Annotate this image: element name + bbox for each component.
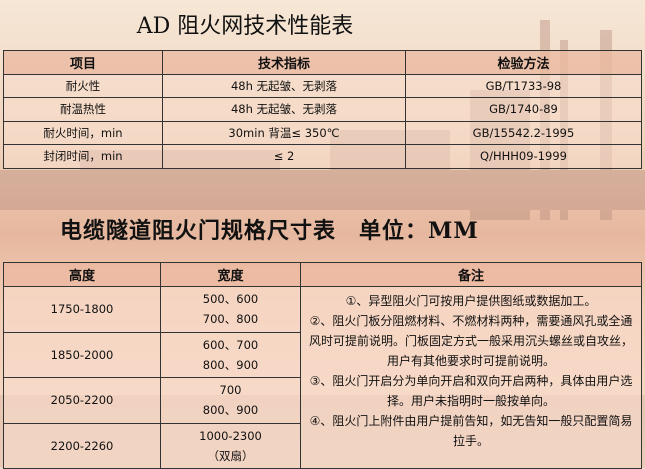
note: ②、阻火门板分阻燃材料、不燃材料两种，需要通风孔或全通风时可提前说明。门板固定方… bbox=[308, 314, 633, 368]
cell: GB/15542.2-1995 bbox=[405, 120, 642, 145]
height-cell: 1750-1800 bbox=[3, 286, 161, 333]
header-height: 高度 bbox=[3, 262, 161, 287]
header-item: 项目 bbox=[3, 50, 163, 75]
table-row: 封闭时间，min ≤ 2 Q/HHH09-1999 bbox=[3, 144, 642, 169]
width-cell: 1000-2300 （双扇） bbox=[160, 422, 301, 469]
title-door-spec: 电缆隧道阻火门规格尺寸表 单位：MM bbox=[60, 218, 479, 244]
table-row: 耐火性 48h 无起皱、无剥落 GB/T1733-98 bbox=[3, 73, 642, 98]
table-row: 1850-2000 600、700 800、900 bbox=[3, 331, 642, 378]
cell: 48h 无起皱、无剥落 bbox=[162, 73, 406, 98]
width-cell: 500、600 700、800 bbox=[160, 286, 301, 333]
header-spec: 技术指标 bbox=[162, 50, 406, 75]
title-ad-fire-net: AD 阻火网技术性能表 bbox=[136, 14, 354, 39]
height-cell: 2050-2200 bbox=[3, 377, 161, 424]
cell: 封闭时间，min bbox=[3, 144, 163, 169]
table-header-row: 高度 宽度 备注 bbox=[3, 262, 642, 287]
width-line: 1000-2300 bbox=[199, 428, 262, 443]
header-width: 宽度 bbox=[160, 262, 301, 287]
width-line: 500、600 bbox=[202, 292, 259, 307]
width-line: 600、700 bbox=[202, 337, 259, 352]
note: ④、阻火门上附件由用户提前告知，如无告知一般只配置简易拉手。 bbox=[309, 414, 633, 448]
cell: 耐温热性 bbox=[3, 97, 163, 122]
cell: GB/T1733-98 bbox=[405, 73, 642, 98]
note: ①、异型阻火门可按用户提供图纸或数据加工。 bbox=[345, 294, 597, 308]
width-cell: 600、700 800、900 bbox=[160, 331, 301, 378]
cell: 30min 背温≤ 350℃ bbox=[162, 120, 406, 145]
cell: 耐火时间，min bbox=[3, 120, 163, 145]
width-line: 700 bbox=[219, 383, 242, 398]
table-row: 耐温热性 48h 无起皱、无剥落 GB/1740-89 bbox=[3, 97, 642, 122]
header-method: 检验方法 bbox=[405, 50, 642, 75]
performance-table: 项目 技术指标 检验方法 耐火性 48h 无起皱、无剥落 GB/T1733-98 耐… bbox=[3, 50, 642, 169]
table-row: 2200-2260 1000-2300 （双扇） bbox=[3, 422, 642, 469]
table-row: 1750-1800 500、600 700、800 ①、异型阻火门可按用户提供图纸或… bbox=[3, 286, 642, 469]
width-line: 800、900 bbox=[202, 403, 259, 418]
header-notes: 备注 bbox=[300, 262, 642, 287]
width-cell: 700 800、900 bbox=[160, 377, 301, 424]
height-cell: 2200-2260 bbox=[3, 422, 161, 469]
cell: ≤ 2 bbox=[162, 144, 406, 169]
table-header-row: 项目 技术指标 检验方法 bbox=[3, 50, 642, 75]
width-line: 700、800 bbox=[202, 312, 259, 327]
door-size-table: 高度 宽度 备注 1750-1800 500、600 700、800 ①、异型阻火门… bbox=[3, 262, 642, 469]
cell: 48h 无起皱、无剥落 bbox=[162, 97, 406, 122]
height-cell: 1850-2000 bbox=[3, 331, 161, 378]
notes-cell: ①、异型阻火门可按用户提供图纸或数据加工。 ②、阻火门板分阻燃材料、不燃材料两种… bbox=[300, 286, 642, 469]
width-line: （双扇） bbox=[207, 448, 254, 463]
note: ③、阻火门开启分为单向开启和双向开启两种，具体由用户选择。用户未指明时一般按单向… bbox=[309, 374, 633, 408]
table-row: 耐火时间，min 30min 背温≤ 350℃ GB/15542.2-1995 bbox=[3, 120, 642, 145]
cell: 耐火性 bbox=[3, 73, 163, 98]
width-line: 800、900 bbox=[202, 357, 259, 372]
cell: Q/HHH09-1999 bbox=[405, 144, 642, 169]
cell: GB/1740-89 bbox=[405, 97, 642, 122]
